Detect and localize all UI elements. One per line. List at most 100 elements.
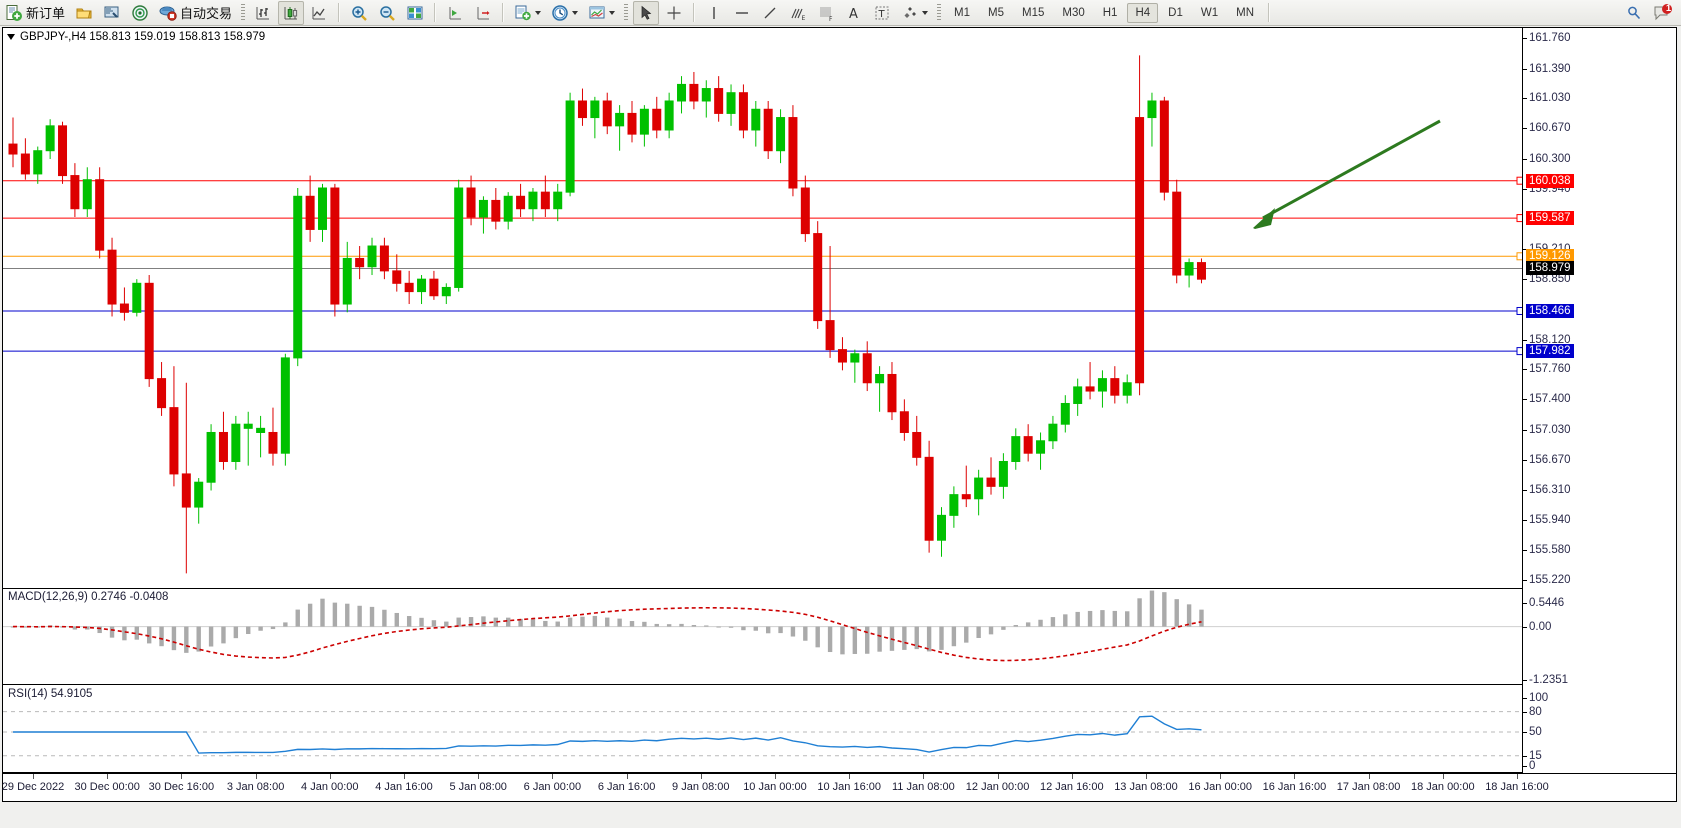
candle [243, 411, 253, 466]
timeframe-m1-button[interactable]: M1 [954, 6, 971, 19]
macd-histogram-bar [196, 626, 201, 652]
support-level-2-badge[interactable]: 157.982 [1526, 344, 1574, 359]
shift-end-button[interactable] [470, 1, 496, 25]
templates-chevron-down-icon[interactable] [609, 10, 616, 15]
bar-chart-button[interactable] [250, 1, 276, 25]
candle [751, 100, 761, 147]
candle [355, 246, 365, 280]
toolbar-grip-3[interactable] [937, 3, 942, 22]
timeframe-w1-button[interactable]: W1 [1200, 6, 1219, 19]
objects-button[interactable] [897, 1, 932, 25]
candle [875, 366, 885, 412]
price-tick [1523, 580, 1527, 581]
periods-button[interactable] [547, 1, 582, 25]
macd-histogram-bar [926, 626, 932, 652]
macd-histogram-bar [1013, 625, 1018, 627]
candle [1172, 179, 1182, 284]
price-tick [1523, 399, 1527, 401]
timeframe-m15-button[interactable]: M15 [1022, 6, 1045, 19]
data-window-button[interactable] [402, 1, 428, 25]
macd-pane[interactable]: MACD(12,26,9) 0.2746 -0.0408 [3, 589, 1522, 685]
terminal-button[interactable] [99, 1, 125, 25]
macd-histogram-bar [617, 618, 622, 627]
text-label-button[interactable]: T [869, 1, 895, 25]
time-tick-label: 30 Dec 00:00 [74, 781, 140, 793]
current-price-badge[interactable]: 158.979 [1526, 261, 1574, 276]
autotrading-button[interactable]: 自动交易 [155, 1, 236, 25]
folder-button[interactable] [71, 1, 97, 25]
level-anchor-157.982[interactable] [1516, 347, 1522, 356]
candle [800, 175, 810, 242]
chart-window[interactable]: GBPJPY-,H4 158.813 159.019 158.813 158.9… [2, 27, 1677, 802]
macd-histogram-bar [481, 616, 486, 627]
candle [342, 241, 352, 313]
macd-histogram-bar [654, 623, 659, 627]
resistance-level-2-badge[interactable]: 159.587 [1526, 211, 1574, 226]
macd-histogram-bar [1112, 610, 1118, 627]
time-axis[interactable]: 29 Dec 2022 30 Dec 00:00 30 Dec 16:00 3 Jan… [2, 773, 1676, 801]
timeframe-m5-button[interactable]: M5 [988, 6, 1004, 19]
candle [429, 270, 439, 300]
rsi-pane[interactable]: RSI(14) 54.9105 [3, 686, 1522, 773]
text-button[interactable]: A [841, 1, 867, 25]
indicators-chevron-down-icon[interactable] [535, 10, 542, 15]
crosshair-button[interactable] [661, 1, 687, 25]
level-anchor-159.126[interactable] [1516, 252, 1522, 261]
vertical-line-button[interactable] [701, 1, 727, 25]
resistance-level-1-badge[interactable]: 160.038 [1526, 173, 1574, 188]
search-button[interactable] [1621, 1, 1647, 25]
level-anchor-160.038[interactable] [1516, 176, 1522, 185]
candle [1085, 362, 1095, 400]
bearish-arrow-annotation[interactable] [1253, 119, 1441, 229]
timeframe-mn-button[interactable]: MN [1236, 6, 1254, 19]
time-tick [181, 774, 183, 779]
macd-histogram-bar [753, 626, 758, 631]
rsi-tick [1523, 755, 1527, 757]
timeframe-d1-button[interactable]: D1 [1168, 6, 1183, 19]
rsi-tick-label: 15 [1529, 749, 1542, 762]
new-order-button[interactable]: 新订单 [1, 1, 69, 25]
horizontal-line-button[interactable] [729, 1, 755, 25]
line-chart-button[interactable] [306, 1, 332, 25]
price-axis[interactable]: 161.760 161.390 161.030 160.670 160.300 159.9… [1522, 28, 1676, 773]
time-tick [478, 774, 480, 779]
candle [1147, 92, 1157, 147]
elliott-wave-button[interactable]: E [785, 1, 811, 25]
periods-chevron-down-icon[interactable] [572, 10, 579, 15]
toolbar-grip-2[interactable] [624, 3, 629, 22]
templates-button[interactable] [584, 1, 619, 25]
candle [528, 188, 538, 222]
price-chart-canvas[interactable] [3, 28, 1522, 588]
macd-tick [1523, 680, 1527, 681]
indicators-icon [514, 4, 532, 22]
zoom-out-button[interactable] [374, 1, 400, 25]
alerts-button[interactable]: 1 [1649, 1, 1675, 25]
candle [1060, 395, 1070, 433]
candle [417, 275, 427, 305]
fibonacci-button[interactable]: F [813, 1, 839, 25]
time-tick-label: 9 Jan 08:00 [672, 781, 730, 793]
price-pane[interactable]: GBPJPY-,H4 158.813 159.019 158.813 158.9… [3, 28, 1522, 589]
shift-start-button[interactable] [442, 1, 468, 25]
timeframe-m30-button[interactable]: M30 [1062, 6, 1085, 19]
timeframe-h1-button[interactable]: H1 [1102, 6, 1118, 19]
macd-histogram-bar [778, 626, 783, 634]
level-anchor-158.466[interactable] [1516, 306, 1522, 315]
candlestick-chart-button[interactable] [278, 0, 305, 25]
cursor-button[interactable] [633, 0, 660, 25]
indicators-button[interactable] [510, 1, 545, 25]
candle [664, 92, 674, 139]
time-tick-label: 16 Jan 00:00 [1188, 781, 1252, 793]
price-tick-label: 160.670 [1529, 122, 1571, 135]
zoom-in-button[interactable] [346, 1, 372, 25]
navigator-button[interactable] [127, 1, 153, 25]
pivot-level-badge[interactable]: 159.126 [1526, 249, 1574, 264]
trendline-button[interactable] [757, 1, 783, 25]
level-anchor-159.587[interactable] [1516, 214, 1522, 223]
collapse-triangle-icon[interactable] [7, 34, 15, 40]
objects-chevron-down-icon[interactable] [922, 10, 929, 15]
support-level-1-badge[interactable]: 158.466 [1526, 303, 1574, 318]
timeframe-h4-button[interactable]: H4 [1127, 2, 1159, 23]
toolbar-grip-1[interactable] [241, 3, 246, 22]
